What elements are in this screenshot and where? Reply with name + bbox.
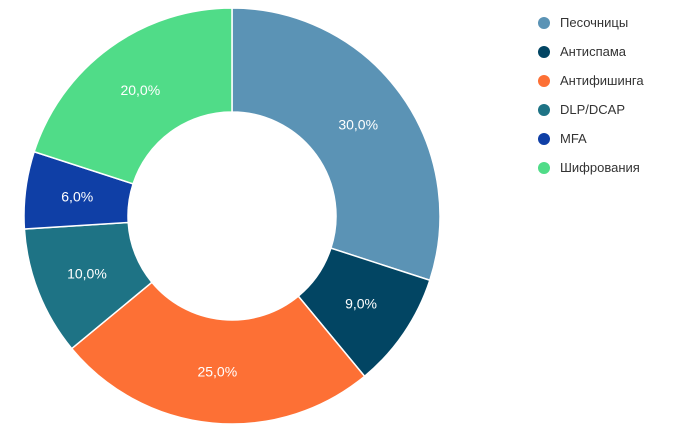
legend-item-3[interactable]: Антифишинга <box>538 66 644 95</box>
labels-group: 30,0% 9,0% 25,0% 10,0% 6,0% 20,0% <box>61 82 378 380</box>
legend: Песочницы Антиспама Антифишинга DLP/DCAP MFA… <box>538 8 644 182</box>
legend-item-5[interactable]: MFA <box>538 124 644 153</box>
legend-item-6[interactable]: Шифрования <box>538 153 644 182</box>
slices-group <box>23 7 441 425</box>
legend-swatch <box>538 103 550 116</box>
legend-label: Песочницы <box>560 15 629 30</box>
data-label-1: 30,0% <box>338 116 378 132</box>
legend-swatch <box>538 161 550 174</box>
legend-swatch <box>538 45 550 58</box>
legend-swatch <box>538 16 550 29</box>
slice-6[interactable] <box>33 7 233 185</box>
legend-label: Антиспама <box>560 44 627 59</box>
data-label-3: 25,0% <box>197 363 237 379</box>
legend-swatch <box>538 132 550 145</box>
slice-3[interactable] <box>70 281 366 425</box>
data-label-6: 20,0% <box>120 82 160 98</box>
slice-1[interactable] <box>231 7 441 282</box>
data-label-2: 9,0% <box>345 296 377 312</box>
data-label-4: 10,0% <box>67 265 107 281</box>
legend-label: DLP/DCAP <box>560 102 626 117</box>
legend-label: Антифишинга <box>560 73 644 88</box>
legend-item-1[interactable]: Песочницы <box>538 8 644 37</box>
legend-item-4[interactable]: DLP/DCAP <box>538 95 644 124</box>
legend-label: MFA <box>560 131 587 146</box>
legend-label: Шифрования <box>560 160 640 175</box>
data-label-5: 6,0% <box>61 188 93 204</box>
legend-item-2[interactable]: Антиспама <box>538 37 644 66</box>
legend-swatch <box>538 74 550 87</box>
